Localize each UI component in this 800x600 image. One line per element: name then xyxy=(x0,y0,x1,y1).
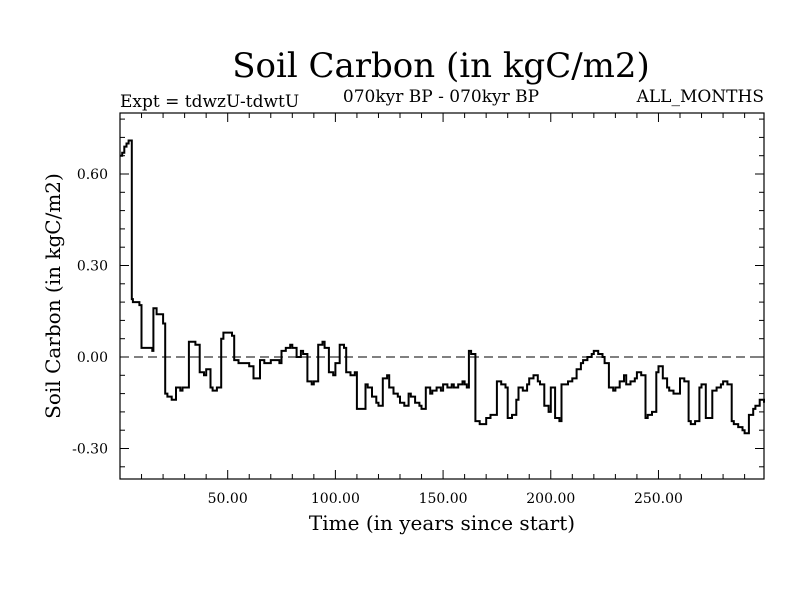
experiment-label: Expt = tdwzU-tdwtU xyxy=(120,92,299,112)
plot-frame xyxy=(119,112,765,480)
x-tick-label: 200.00 xyxy=(526,491,575,507)
y-axis-label: Soil Carbon (in kgC/m2) xyxy=(41,173,65,419)
x-tick-label: 50.00 xyxy=(208,491,248,507)
y-tick-label: 0.60 xyxy=(77,167,108,183)
chart-title: Soil Carbon (in kgC/m2) xyxy=(232,46,650,86)
period-label: 070kyr BP - 070kyr BP xyxy=(343,87,539,107)
y-tick-label: -0.30 xyxy=(72,442,108,458)
months-label: ALL_MONTHS xyxy=(636,87,764,107)
x-tick-labels: 50.00 100.00 150.00 200.00 250.00 xyxy=(208,491,683,507)
y-tick-label: 0.00 xyxy=(77,350,108,366)
y-tick-labels: 0.60 0.30 0.00 -0.30 xyxy=(72,167,108,458)
axis-ticks xyxy=(120,113,764,479)
x-tick-label: 150.00 xyxy=(419,491,468,507)
series-line xyxy=(120,139,765,435)
x-axis-label: Time (in years since start) xyxy=(309,511,575,535)
x-tick-label: 250.00 xyxy=(634,491,683,507)
x-tick-label: 100.00 xyxy=(311,491,360,507)
y-tick-label: 0.30 xyxy=(77,259,108,275)
